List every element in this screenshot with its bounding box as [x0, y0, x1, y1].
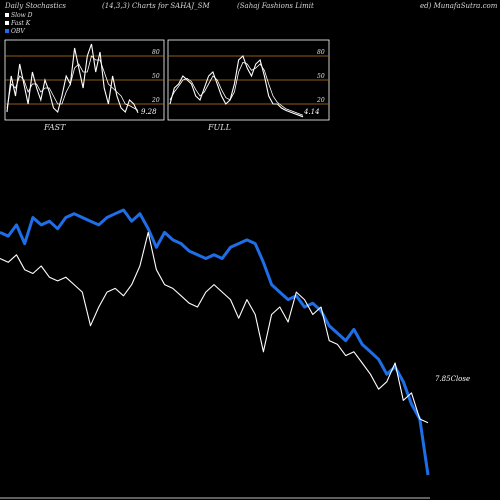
legend-label-obv: OBV: [11, 28, 25, 35]
full-series-full-d: [169, 61, 304, 116]
header-far-right: ed) MunafaSutra.com: [420, 2, 498, 10]
legend-swatch-fast-k: [5, 21, 9, 25]
fast-ytick-50: 50: [152, 73, 160, 80]
legend-swatch-obv: [5, 29, 9, 33]
fast-ytick-80: 80: [152, 49, 160, 56]
legend: Slow D Fast K OBV: [5, 12, 33, 35]
obv-close-panel: 7.85Close: [0, 208, 470, 499]
fast-series-slow-d: [6, 55, 139, 111]
full-series-full-k: [169, 55, 304, 118]
header-right: (Sahaj Fashions Limit: [237, 2, 314, 10]
legend-swatch-slow-d: [5, 13, 9, 17]
full-ytick-50: 50: [317, 73, 325, 80]
full-last-value: 4.14: [303, 108, 320, 116]
fast-last-value: 9.28: [141, 108, 157, 116]
fast-ytick-20: 20: [151, 97, 160, 104]
close-label: 7.85Close: [435, 375, 470, 383]
legend-label-slow-d: Slow D: [11, 12, 33, 19]
legend-label-fast-k: Fast K: [10, 20, 31, 27]
header-mid: (14,3,3) Charts for SAHAJ_SM: [102, 2, 210, 10]
header-left: Daily Stochastics: [4, 2, 66, 10]
fast-stochastic-panel: FAST 20 50 80 9.28: [4, 39, 165, 132]
fast-panel-title: FAST: [43, 123, 66, 132]
full-ytick-80: 80: [317, 49, 325, 56]
full-panel-title: FULL: [207, 123, 231, 132]
main-series-obv: [0, 208, 430, 476]
full-stochastic-panel: FULL 20 50 80 4.14: [167, 39, 330, 132]
main-series-close: [0, 231, 429, 424]
fast-series-fast-k: [6, 43, 139, 114]
full-ytick-20: 20: [316, 97, 325, 104]
